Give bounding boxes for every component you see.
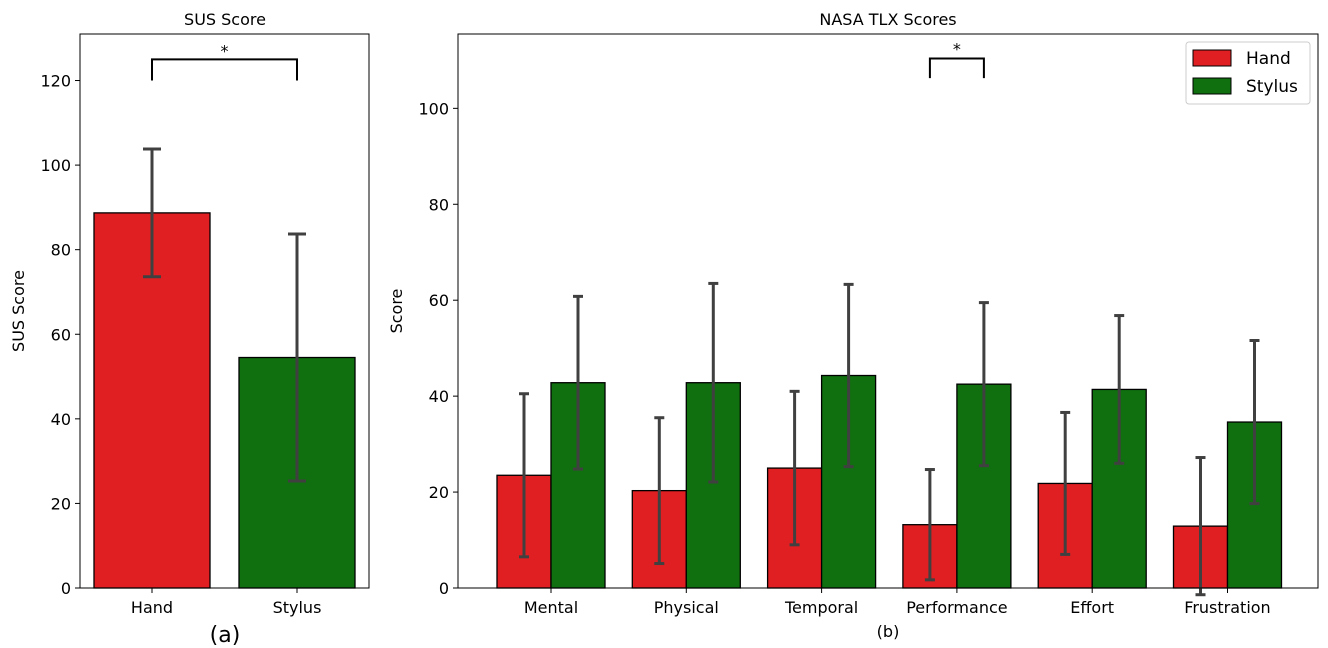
- sus-y-axis-label: SUS Score: [9, 270, 28, 352]
- legend-swatch-stylus: [1192, 77, 1232, 95]
- tlx-significance-bracket: [928, 57, 985, 79]
- legend-label-stylus: Stylus: [1246, 77, 1298, 97]
- tlx-x-tick-label-temporal: Temporal: [784, 598, 858, 617]
- sus-x-tick-label-hand: Hand: [131, 598, 173, 617]
- tlx-y-tick-label: 20: [429, 483, 449, 502]
- sus-y-tick-label: 60: [51, 325, 71, 344]
- tlx-y-tick-label: 60: [429, 291, 449, 310]
- tlx-x-tick-label-frustration: Frustration: [1184, 598, 1270, 617]
- tlx-y-tick-label: 0: [439, 579, 449, 598]
- tlx-chart-title: NASA TLX Scores: [819, 10, 956, 29]
- legend: Hand Stylus: [1185, 41, 1311, 105]
- sus-y-tick-label: 40: [51, 410, 71, 429]
- tlx-plot-frame: [457, 33, 1319, 589]
- tlx-x-tick-label-effort: Effort: [1070, 598, 1114, 617]
- sus-x-tick-label-stylus: Stylus: [273, 598, 322, 617]
- sus-score-chart: SUS Score * 0 20 40 60 80 100 120 Hand Stylus S…: [9, 10, 370, 648]
- legend-label-hand: Hand: [1246, 49, 1291, 69]
- sus-plot-frame: [79, 33, 370, 589]
- tlx-y-axis-label: Score: [387, 289, 406, 334]
- legend-swatch-hand: [1192, 49, 1232, 67]
- tlx-x-tick-label-mental: Mental: [524, 598, 578, 617]
- sus-significance-marker: *: [221, 41, 229, 60]
- tlx-y-tick-label: 40: [429, 387, 449, 406]
- tlx-x-axis-label: (b): [877, 622, 900, 641]
- sus-y-tick-label: 80: [51, 241, 71, 260]
- tlx-significance-marker: *: [953, 39, 961, 58]
- tlx-x-tick-label-physical: Physical: [654, 598, 719, 617]
- sus-significance-bracket: [151, 58, 298, 81]
- nasa-tlx-chart: NASA TLX Scores * 0 20 40 60 80 100 Mental Phy…: [387, 10, 1319, 641]
- sus-chart-title: SUS Score: [184, 10, 266, 29]
- sus-y-tick-label: 120: [40, 72, 71, 91]
- sus-y-tick-label: 20: [51, 494, 71, 513]
- tlx-x-tick-label-performance: Performance: [906, 598, 1007, 617]
- tlx-y-tick-label: 100: [418, 99, 449, 118]
- sus-y-tick-label: 0: [61, 579, 71, 598]
- sus-y-tick-label: 100: [40, 156, 71, 175]
- panel-a-caption: (a): [210, 623, 241, 648]
- tlx-y-tick-label: 80: [429, 195, 449, 214]
